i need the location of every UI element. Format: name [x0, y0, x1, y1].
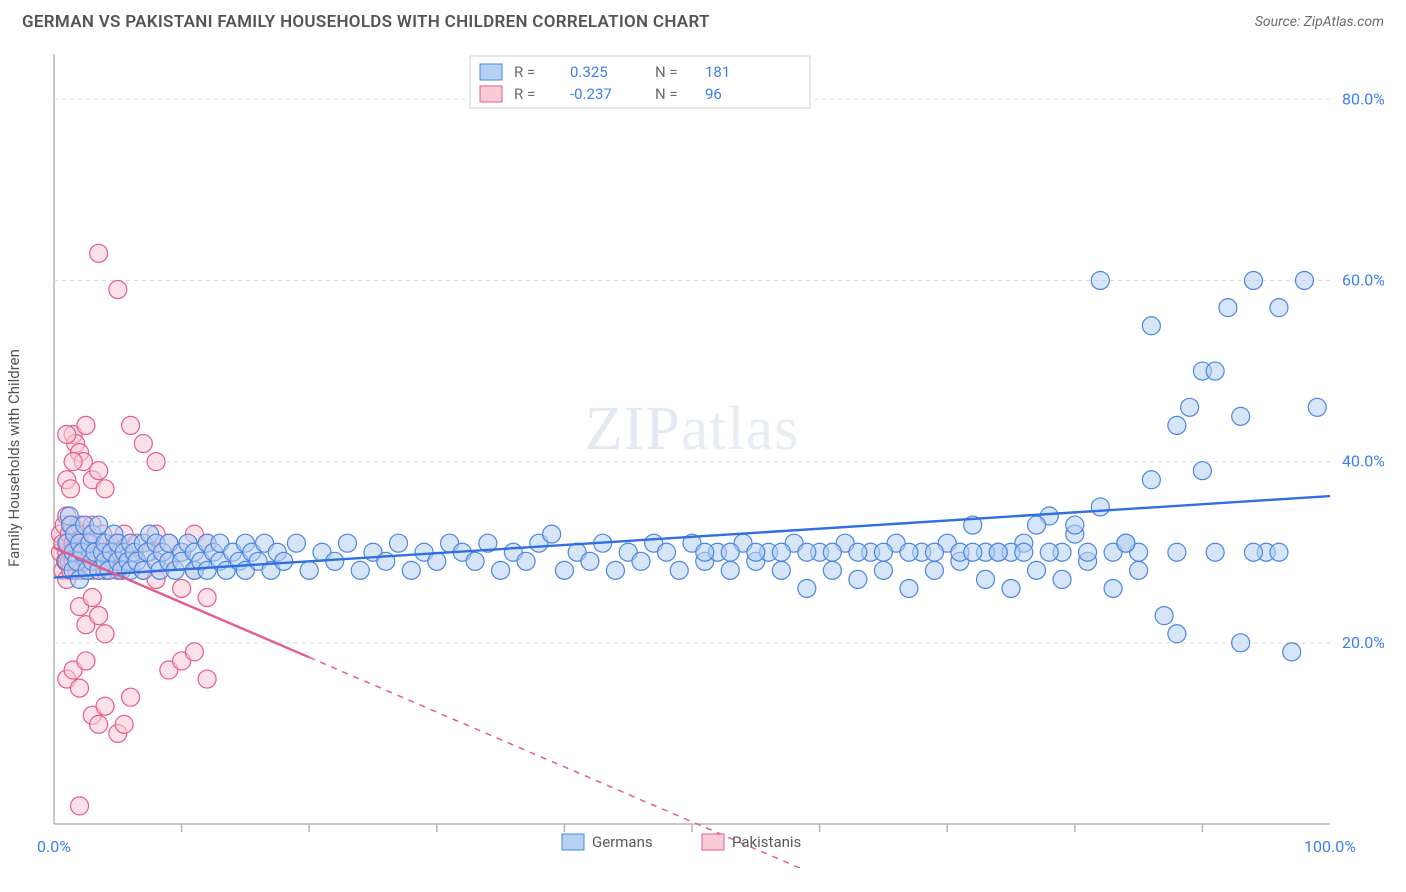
svg-text:ZIPatlas: ZIPatlas [585, 395, 800, 463]
y-axis-label: Family Households with Children [5, 349, 23, 567]
svg-text:-0.237: -0.237 [570, 85, 612, 103]
svg-text:96: 96 [705, 85, 722, 103]
svg-text:N =: N = [655, 85, 678, 103]
svg-text:Germans: Germans [592, 833, 653, 851]
chart-title: GERMAN VS PAKISTANI FAMILY HOUSEHOLDS WI… [22, 12, 710, 32]
source-prefix: Source: [1255, 14, 1304, 30]
svg-text:60.0%: 60.0% [1342, 270, 1384, 289]
svg-text:R =: R = [514, 63, 535, 81]
svg-text:40.0%: 40.0% [1342, 452, 1384, 471]
svg-text:0.325: 0.325 [570, 63, 608, 81]
svg-text:R =: R = [514, 85, 535, 103]
svg-text:20.0%: 20.0% [1342, 633, 1384, 652]
svg-text:181: 181 [705, 63, 730, 81]
svg-text:80.0%: 80.0% [1342, 89, 1384, 108]
svg-text:Pakistanis: Pakistanis [732, 833, 801, 851]
chart-area: Family Households with Children 20.0%40.… [22, 48, 1384, 868]
scatter-chart-svg: 20.0% 40.0% 60.0% 80.0% 0.0% 100.0% ZIPatlas R … [22, 48, 1384, 868]
svg-text:0.0%: 0.0% [37, 837, 71, 856]
source-attribution: Source: ZipAtlas.com [1255, 14, 1384, 30]
source-name: ZipAtlas.com [1304, 14, 1384, 30]
svg-text:100.0%: 100.0% [1304, 837, 1356, 856]
svg-text:N =: N = [655, 63, 678, 81]
